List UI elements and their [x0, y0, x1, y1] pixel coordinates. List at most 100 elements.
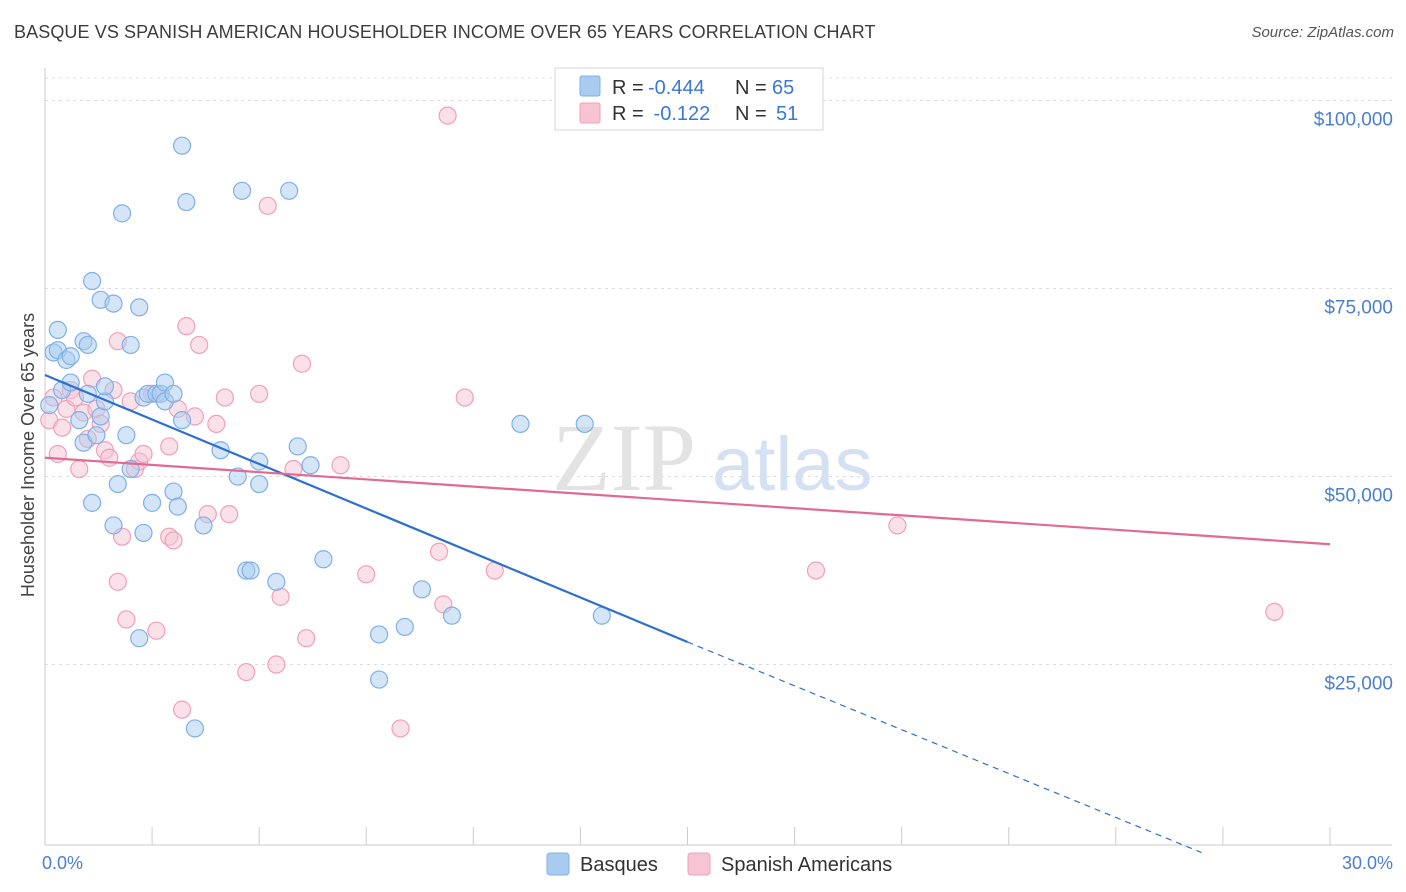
point-basques-48 [250, 474, 269, 494]
point-basques-40 [177, 192, 196, 212]
legend-bottom-swatch-spanish [687, 852, 711, 876]
point-basques-17 [95, 377, 115, 396]
point-basques-44 [228, 467, 247, 486]
point-basques-26 [130, 629, 149, 648]
point-spanish-americans-51 [438, 106, 457, 125]
legend-n-label-spanish: N = [735, 103, 767, 125]
point-spanish-americans-49 [429, 542, 449, 561]
legend-top: R = -0.444 N = 65 R = -0.122 N = 51 [554, 67, 824, 131]
legend-bottom-label-spanish: Spanish Americans [721, 854, 892, 876]
point-basques-7 [70, 411, 89, 430]
point-spanish-americans-26 [160, 437, 179, 456]
legend-bottom: Basques Spanish Americans [546, 852, 892, 876]
point-basques-1 [48, 320, 67, 340]
chart-title: BASQUE VS SPANISH AMERICAN HOUSEHOLDER I… [14, 22, 876, 42]
point-basques-45 [232, 181, 252, 200]
point-spanish-americans-14 [100, 448, 119, 467]
point-basques-39 [172, 411, 192, 430]
point-basques-42 [194, 516, 213, 535]
point-basques-41 [185, 719, 205, 738]
point-spanish-americans-52 [455, 388, 474, 407]
x-tick-label-1: 30.0% [1342, 853, 1393, 873]
point-basques-56 [370, 670, 389, 689]
point-basques-30 [142, 493, 162, 512]
legend-r-value-basques: -0.444 [648, 77, 705, 99]
point-basques-38 [172, 136, 192, 155]
y-tick-label-1: $50,000 [1324, 486, 1393, 507]
series-spanish-americans [40, 106, 1284, 738]
point-spanish-americans-17 [108, 572, 127, 591]
legend-bottom-label-basques: Basques [580, 854, 658, 876]
point-basques-50 [267, 572, 286, 591]
point-basques-10 [78, 335, 97, 355]
point-spanish-americans-54 [806, 561, 826, 580]
legend-r-value-spanish: -0.122 [648, 103, 710, 125]
point-spanish-americans-40 [258, 196, 277, 215]
trend-lines [44, 374, 1331, 854]
point-spanish-americans-47 [357, 565, 376, 584]
point-spanish-americans-56 [1265, 602, 1284, 621]
legend-swatch-spanish [579, 102, 601, 124]
trend-line-basques-extension [687, 641, 1202, 854]
legend-bottom-swatch-basques [546, 852, 570, 876]
point-basques-18 [104, 294, 123, 313]
point-spanish-americans-39 [250, 384, 269, 403]
point-basques-60 [511, 414, 530, 434]
series-basques [40, 136, 611, 738]
point-basques-14 [91, 407, 110, 426]
point-basques-59 [442, 606, 462, 625]
point-spanish-americans-38 [237, 662, 256, 682]
point-basques-58 [412, 580, 432, 599]
point-spanish-americans-3 [53, 418, 72, 437]
point-basques-12 [83, 271, 102, 291]
axes [44, 68, 1392, 846]
point-basques-11 [83, 493, 102, 512]
point-basques-55 [370, 625, 389, 644]
point-spanish-americans-31 [177, 317, 196, 336]
point-spanish-americans-23 [134, 444, 153, 464]
point-spanish-americans-41 [267, 655, 286, 674]
point-basques-51 [280, 181, 299, 200]
point-spanish-americans-28 [164, 531, 183, 550]
point-basques-27 [134, 523, 153, 543]
point-spanish-americans-30 [172, 700, 192, 719]
y-tick-label-2: $75,000 [1324, 298, 1393, 319]
point-spanish-americans-36 [215, 388, 234, 407]
legend-n-label-basques: N = [735, 77, 767, 99]
point-basques-61 [575, 414, 594, 434]
point-basques-21 [112, 204, 132, 223]
point-basques-23 [121, 335, 140, 355]
y-axis-label: Householder Income Over 65 years [18, 313, 38, 597]
point-basques-20 [104, 516, 123, 535]
y-tick-labels: $25,000 $50,000 $75,000 $100,000 [1314, 110, 1393, 695]
point-basques-57 [395, 617, 414, 637]
watermark-atlas: atlas [712, 422, 873, 507]
legend-r-label-spanish: R = [612, 103, 644, 125]
point-spanish-americans-45 [297, 629, 316, 648]
point-spanish-americans-7 [70, 459, 89, 479]
legend-r-label-basques: R = [612, 77, 644, 99]
point-basques-37 [168, 497, 187, 516]
point-basques-35 [164, 482, 183, 501]
chart-source: Source: ZipAtlas.com [1251, 24, 1394, 41]
point-basques-47 [241, 561, 260, 580]
legend-n-value-spanish: 51 [776, 103, 798, 125]
point-spanish-americans-33 [190, 335, 209, 355]
point-spanish-americans-46 [331, 456, 350, 475]
point-spanish-americans-35 [207, 414, 226, 434]
point-basques-6 [61, 347, 80, 366]
y-tick-label-3: $100,000 [1314, 110, 1393, 131]
point-spanish-americans-48 [391, 719, 410, 738]
point-basques-25 [130, 298, 149, 317]
watermark-zip: ZIP [552, 404, 696, 511]
point-basques-54 [314, 550, 333, 569]
trend-line-basques [44, 374, 688, 643]
y-tick-label-0: $25,000 [1324, 674, 1393, 695]
point-spanish-americans-19 [117, 610, 136, 629]
point-basques-36 [164, 384, 183, 403]
point-basques-13 [87, 426, 106, 445]
legend-swatch-basques [579, 75, 601, 97]
trend-line-spanish-americans [44, 456, 1331, 546]
legend-n-value-basques: 65 [772, 77, 794, 99]
